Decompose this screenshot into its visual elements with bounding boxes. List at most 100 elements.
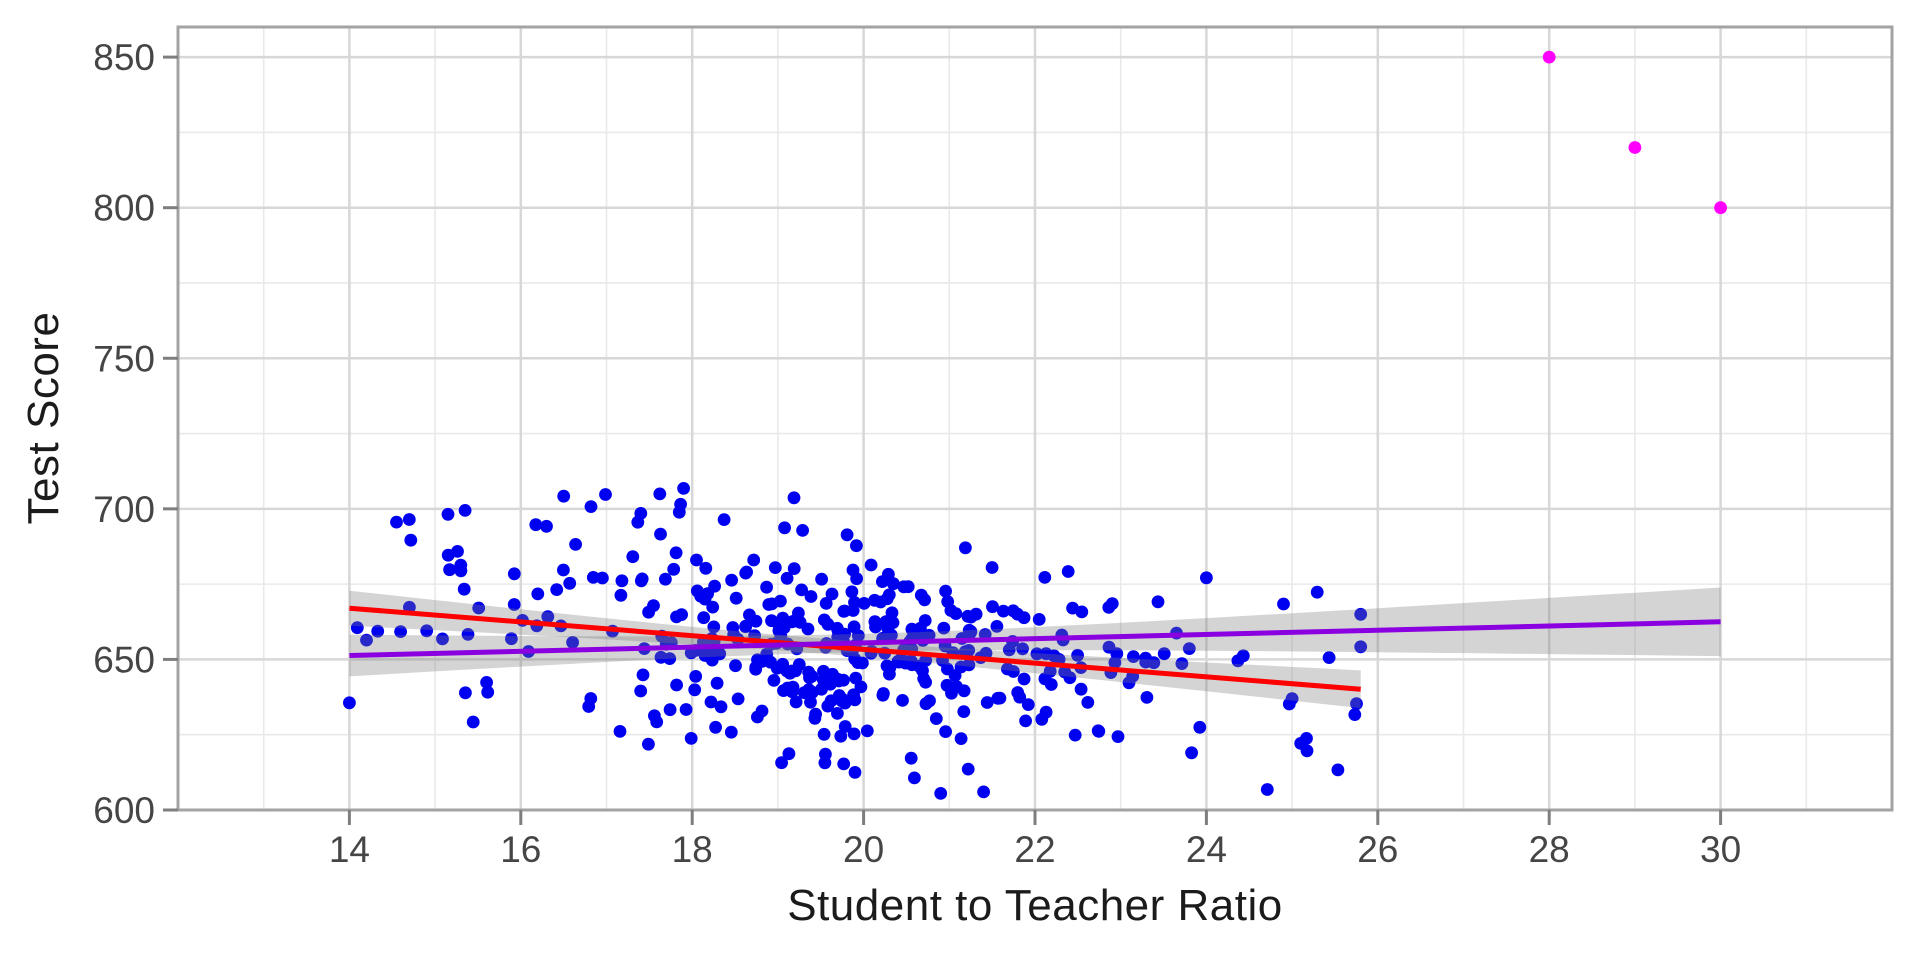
scatter-point	[1021, 698, 1035, 711]
scatter-point	[457, 582, 471, 596]
scatter-point	[997, 604, 1010, 618]
x-tick-label: 28	[1529, 829, 1570, 870]
scatter-point	[825, 587, 839, 601]
scatter-point	[529, 518, 543, 532]
scatter-point	[877, 687, 890, 700]
scatter-point	[1140, 691, 1154, 704]
confidence-band-purple	[349, 587, 1721, 677]
outlier-point	[1542, 50, 1556, 64]
scatter-point	[848, 596, 861, 609]
scatter-point	[817, 727, 831, 741]
scatter-point	[796, 524, 809, 537]
scatter-point	[710, 676, 724, 690]
scatter-point	[816, 673, 830, 686]
scatter-point	[1068, 728, 1082, 742]
scatter-point	[832, 674, 846, 688]
scatter-point	[739, 620, 752, 634]
y-tick-label: 750	[93, 338, 155, 379]
scatter-point	[747, 553, 761, 567]
scatter-point	[1111, 730, 1125, 743]
scatter-point	[566, 636, 579, 649]
scatter-point	[1007, 665, 1020, 678]
scatter-point	[959, 541, 972, 555]
scatter-point	[1127, 650, 1140, 663]
scatter-point	[787, 491, 801, 505]
scatter-point	[443, 563, 456, 577]
scatter-point	[480, 676, 493, 689]
scatter-point	[801, 622, 815, 636]
scatter-point	[1260, 783, 1274, 796]
scatter-point	[831, 624, 845, 638]
scatter-point	[845, 585, 859, 599]
scatter-point	[1019, 714, 1032, 728]
scatter-point	[847, 727, 861, 741]
scatter-point	[648, 709, 661, 723]
scatter-point	[614, 588, 628, 602]
x-tick-label: 30	[1700, 829, 1741, 870]
scatter-point	[726, 621, 740, 634]
scatter-point	[1231, 654, 1245, 668]
scatter-point	[977, 785, 990, 799]
scatter-point	[831, 707, 844, 720]
scatter-point	[436, 632, 449, 646]
x-axis-title: Student to Teacher Ratio	[787, 881, 1283, 930]
y-tick-label: 850	[93, 37, 155, 78]
scatter-point	[1071, 648, 1084, 662]
scatter-point	[847, 620, 861, 634]
scatter-point	[569, 538, 582, 551]
scatter-point	[985, 561, 999, 574]
scatter-point	[670, 610, 683, 624]
scatter-point	[654, 650, 668, 664]
scatter-point	[1044, 678, 1058, 691]
scatter-point	[760, 647, 774, 661]
scatter-point	[837, 604, 851, 618]
scatter-point	[697, 611, 711, 625]
scatter-point	[838, 720, 852, 733]
scatter-point	[1035, 712, 1049, 726]
scatter-point	[945, 686, 958, 700]
scatter-point	[847, 688, 860, 702]
scatter-point	[729, 659, 742, 673]
scatter-point	[596, 571, 609, 585]
x-tick-label: 22	[1014, 829, 1055, 870]
scatter-point	[808, 711, 822, 725]
scatter-point	[961, 609, 975, 623]
scatter-point	[1300, 744, 1314, 758]
scatter-point	[1066, 601, 1079, 615]
x-tick-label: 16	[500, 829, 541, 870]
scatter-point	[1102, 601, 1116, 614]
scatter-point	[626, 550, 640, 564]
scatter-point	[980, 696, 994, 709]
scatter-point	[699, 561, 713, 575]
scatter-point	[939, 584, 952, 598]
scatter-point	[1277, 597, 1290, 611]
scatter-point	[848, 766, 862, 779]
scatter-point	[821, 617, 835, 631]
outlier-point	[1714, 201, 1727, 215]
scatter-point	[1185, 746, 1198, 760]
scatter-point	[674, 497, 687, 511]
scatter-point	[760, 580, 773, 594]
scatter-point	[505, 632, 518, 646]
scatter-point	[667, 562, 681, 576]
scatter-point	[804, 695, 817, 709]
scatter-point	[840, 528, 854, 542]
scatter-point	[642, 737, 655, 751]
scatter-point	[789, 695, 803, 709]
scatter-point	[899, 656, 912, 670]
scatter-point	[481, 685, 495, 699]
scatter-point	[1151, 595, 1165, 609]
scatter-point	[1032, 613, 1046, 626]
scatter-point	[1147, 656, 1161, 670]
scatter-point	[882, 588, 896, 602]
scatter-point	[1006, 604, 1020, 618]
scatter-point	[834, 729, 848, 743]
scatter-point	[850, 539, 863, 553]
scatter-point	[653, 487, 667, 501]
scatter-point	[787, 562, 801, 575]
scatter-point	[635, 572, 649, 586]
scatter-point	[350, 621, 364, 635]
scatter-point	[466, 715, 480, 729]
scatter-point	[819, 597, 833, 610]
scatter-point	[881, 622, 895, 635]
